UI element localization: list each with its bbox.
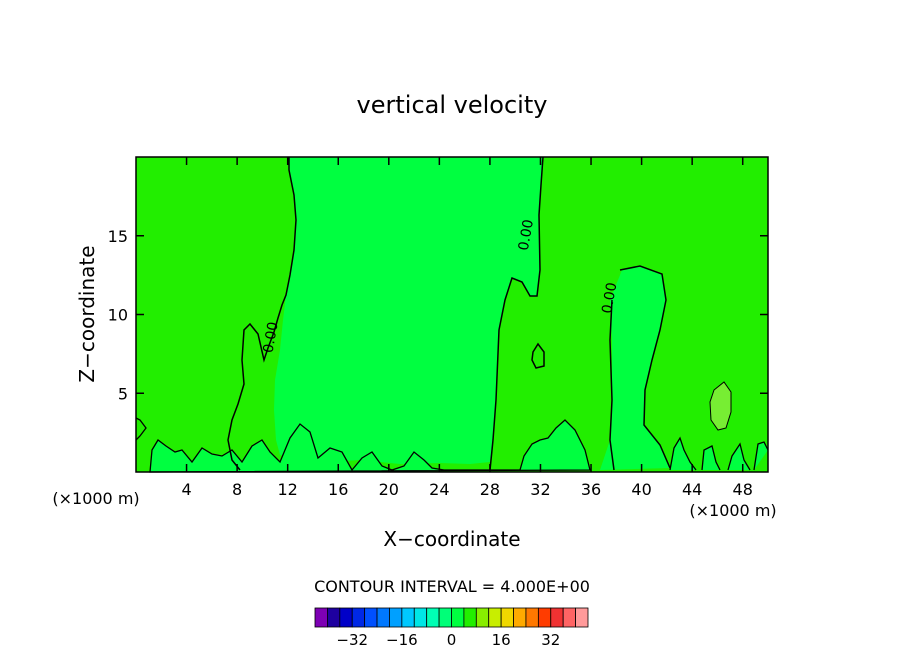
x-tick-label: 28 — [480, 480, 500, 499]
colorbar-swatch — [537, 607, 552, 628]
colorbar-tick-label: −32 — [336, 631, 368, 649]
x-tick-label: 48 — [733, 480, 753, 499]
x-tick-label: 16 — [328, 480, 348, 499]
colorbar-swatch — [525, 607, 539, 628]
contour-labels: 0.00 0.00 0.00 — [261, 218, 621, 354]
colorbar-swatch — [488, 607, 502, 628]
colorbar-swatch — [389, 607, 403, 628]
colorbar-swatch — [475, 607, 490, 628]
y-tick-label: 10 — [108, 306, 128, 325]
region-near-zero-1 — [274, 157, 543, 464]
colorbar-swatch — [339, 607, 353, 628]
colorbar-swatch — [376, 607, 390, 628]
x-tick-label: 44 — [682, 480, 702, 499]
colorbar — [314, 607, 589, 628]
zero-contour-right — [609, 265, 671, 471]
colorbar-swatch — [438, 607, 452, 628]
contour-label: 0.00 — [516, 218, 537, 251]
y-axis-label: Z−coordinate — [75, 245, 99, 382]
region-weak-updraft — [709, 381, 732, 431]
colorbar-swatch — [550, 607, 564, 628]
y-axis-ticks: 5 10 15 — [108, 227, 768, 403]
colorbar-swatch — [351, 607, 366, 628]
chart-title: vertical velocity — [357, 91, 548, 119]
colorbar-tick-label: 0 — [447, 631, 457, 649]
colorbar-swatch — [401, 607, 415, 628]
y-tick-label: 15 — [108, 227, 128, 246]
x-tick-label: 32 — [530, 480, 550, 499]
zero-contour-edge — [135, 417, 147, 441]
colorbar-swatch — [426, 607, 440, 628]
contour-label: 0.00 — [261, 321, 282, 354]
contour-interval-label: CONTOUR INTERVAL = 4.000E+00 — [314, 577, 590, 596]
zero-contour-loop — [531, 342, 545, 369]
x-tick-label: 24 — [429, 480, 449, 499]
region-near-zero-2 — [600, 266, 670, 470]
colorbar-tick-label: −16 — [386, 631, 418, 649]
x-axis-ticks: 4 8 12 16 20 24 28 32 36 40 44 48 — [181, 157, 753, 499]
colorbar-swatch — [562, 607, 576, 628]
surface-bumps-right — [669, 436, 769, 471]
contour-label: 0.00 — [599, 281, 620, 314]
x-axis-label: X−coordinate — [383, 527, 520, 551]
x-tick-label: 12 — [278, 480, 298, 499]
colorbar-tick-label: 32 — [541, 631, 560, 649]
surface-bumps — [149, 419, 591, 473]
colorbar-swatch — [513, 607, 527, 628]
zero-contour-left — [227, 157, 297, 471]
x-tick-label: 8 — [232, 480, 242, 499]
colorbar-swatch — [327, 607, 341, 628]
x-unit-right: (×1000 m) — [689, 501, 776, 520]
colorbar-swatch — [451, 607, 465, 628]
y-tick-label: 5 — [118, 384, 128, 403]
colorbar-swatch — [575, 607, 589, 628]
colorbar-tick-label: 16 — [492, 631, 511, 649]
colorbar-swatch — [500, 607, 514, 628]
colorbar-swatch — [314, 607, 328, 628]
x-tick-label: 36 — [581, 480, 601, 499]
x-tick-label: 20 — [379, 480, 399, 499]
colorbar-swatch — [413, 607, 428, 628]
colorbar-ticks: −32 −16 0 16 32 — [336, 631, 560, 649]
x-tick-label: 4 — [181, 480, 191, 499]
plot-area — [135, 156, 769, 473]
colorbar-swatch — [463, 607, 477, 628]
x-unit-left: (×1000 m) — [52, 489, 139, 508]
x-tick-label: 40 — [631, 480, 651, 499]
colorbar-swatch — [364, 607, 378, 628]
zero-contour-mid — [489, 156, 544, 471]
